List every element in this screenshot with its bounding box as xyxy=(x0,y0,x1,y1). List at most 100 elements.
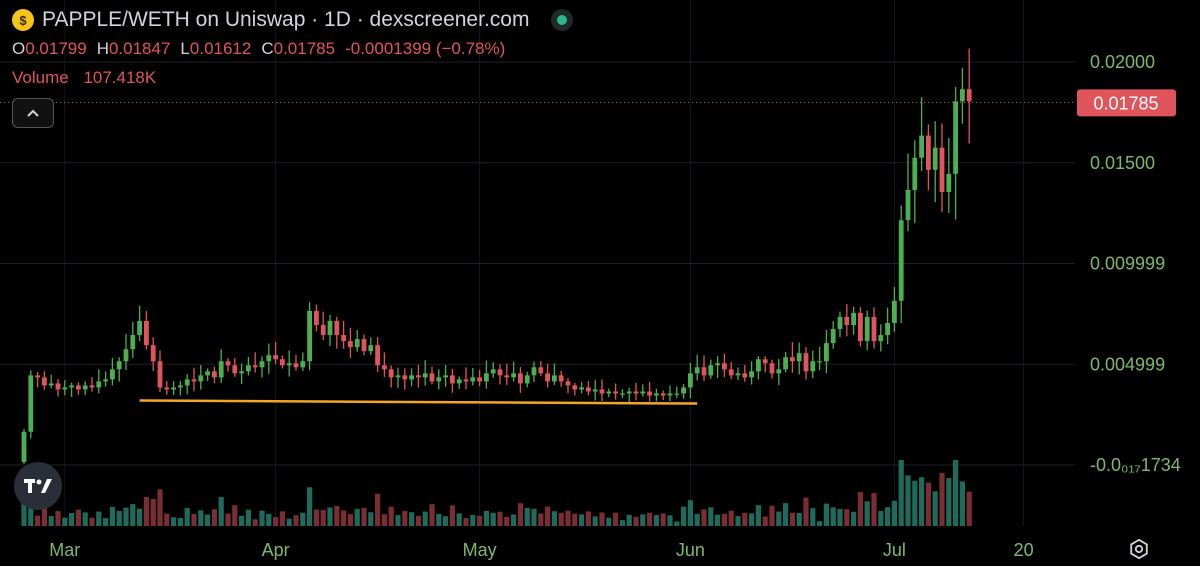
volume-bar xyxy=(259,510,265,526)
candle-body xyxy=(824,343,829,362)
candle-body xyxy=(157,361,163,388)
chart-header: $ PAPPLE/WETH on Uniswap · 1D · dexscree… xyxy=(12,8,574,32)
x-tick-label: 20 xyxy=(1014,540,1034,560)
volume-bar xyxy=(41,504,47,526)
candle-body xyxy=(905,189,911,221)
volume-bar xyxy=(177,518,183,526)
candle-body xyxy=(660,393,666,396)
candle-body xyxy=(620,393,625,395)
volume-bar xyxy=(75,509,81,526)
volume-bar xyxy=(715,514,721,526)
candle-body xyxy=(830,329,836,344)
volume-bar xyxy=(844,509,850,526)
x-tick-label: Apr xyxy=(262,540,290,560)
candle-body xyxy=(48,383,54,386)
volume-bar xyxy=(851,511,857,526)
candlesticks xyxy=(21,48,972,465)
collapse-legend-button[interactable] xyxy=(12,98,54,128)
candle-body xyxy=(803,353,809,372)
candle-body xyxy=(892,300,897,323)
candle-body xyxy=(912,157,918,190)
volume-bar xyxy=(776,511,782,526)
x-tick-label: Mar xyxy=(49,540,80,560)
candle-body xyxy=(851,312,856,325)
volume-bar xyxy=(449,505,455,526)
candle-body xyxy=(728,369,734,376)
volume-bar xyxy=(205,514,211,526)
volume-bar xyxy=(728,510,734,526)
volume-bar xyxy=(647,512,653,526)
volume-bar xyxy=(912,480,918,526)
coin-icon: $ xyxy=(12,9,34,31)
volume-bar xyxy=(769,505,775,526)
candle-body xyxy=(545,373,550,382)
volume-bar xyxy=(443,516,449,526)
settings-gear-icon[interactable] xyxy=(1128,538,1150,560)
candle-body xyxy=(783,357,788,370)
candle-body xyxy=(796,353,802,362)
candle-body xyxy=(334,320,340,336)
candle-body xyxy=(137,320,142,336)
volume-bar xyxy=(755,505,761,526)
volume-bar xyxy=(497,511,503,526)
candle-body xyxy=(586,387,591,392)
volume-bar xyxy=(830,507,836,526)
candle-body xyxy=(762,359,768,364)
candle-body xyxy=(599,389,605,394)
volume-bar xyxy=(959,481,965,526)
volume-bar xyxy=(483,510,489,526)
volume-bar xyxy=(313,509,319,526)
candle-body xyxy=(388,369,394,378)
candle-body xyxy=(89,385,95,388)
candle-body xyxy=(524,375,530,384)
candle-body xyxy=(674,393,680,395)
y-tick-label: 0.02000 xyxy=(1090,52,1155,72)
candle-body xyxy=(164,387,170,390)
volume-bar xyxy=(436,513,442,526)
current-price-tag: 0.01785 xyxy=(1077,89,1176,117)
candle-body xyxy=(579,387,584,390)
volume-bar xyxy=(422,511,428,526)
candle-body xyxy=(76,385,81,390)
candle-body xyxy=(735,373,741,376)
volume-bar xyxy=(409,512,415,526)
candle-body xyxy=(477,377,482,382)
tradingview-icon xyxy=(24,479,52,493)
candle-body xyxy=(259,361,265,368)
volume-bar xyxy=(939,472,945,526)
volume-bar xyxy=(565,510,571,526)
volume-bar xyxy=(211,509,217,526)
volume-bar xyxy=(470,515,476,526)
candle-body xyxy=(878,335,884,342)
candle-body xyxy=(130,335,136,350)
candle-body xyxy=(300,361,306,368)
candle-body xyxy=(592,389,598,392)
volume-bar xyxy=(517,503,523,526)
volume-bar xyxy=(361,507,367,526)
volume-bar xyxy=(103,518,109,526)
volume-bar xyxy=(585,511,591,526)
candle-body xyxy=(409,375,414,380)
candle-body xyxy=(919,135,924,158)
candle-body xyxy=(198,375,204,382)
volume-bar xyxy=(402,510,408,526)
candle-body xyxy=(946,173,952,192)
volume-bar xyxy=(810,508,816,526)
tradingview-logo[interactable] xyxy=(14,462,62,510)
volume-bar xyxy=(667,515,673,526)
volume-bar xyxy=(232,505,238,526)
candle-body xyxy=(633,391,639,394)
volume-bar xyxy=(368,512,374,526)
volume-bar xyxy=(898,460,904,526)
candle-body xyxy=(368,345,374,352)
candle-body xyxy=(715,363,720,366)
volume-bar xyxy=(266,513,272,526)
volume-bar xyxy=(932,491,938,526)
candle-body xyxy=(150,345,156,362)
volume-bar xyxy=(701,509,707,526)
volume-bar xyxy=(429,504,435,526)
volume-bar xyxy=(946,478,952,526)
volume-bar xyxy=(633,516,639,526)
candle-body xyxy=(490,369,496,374)
